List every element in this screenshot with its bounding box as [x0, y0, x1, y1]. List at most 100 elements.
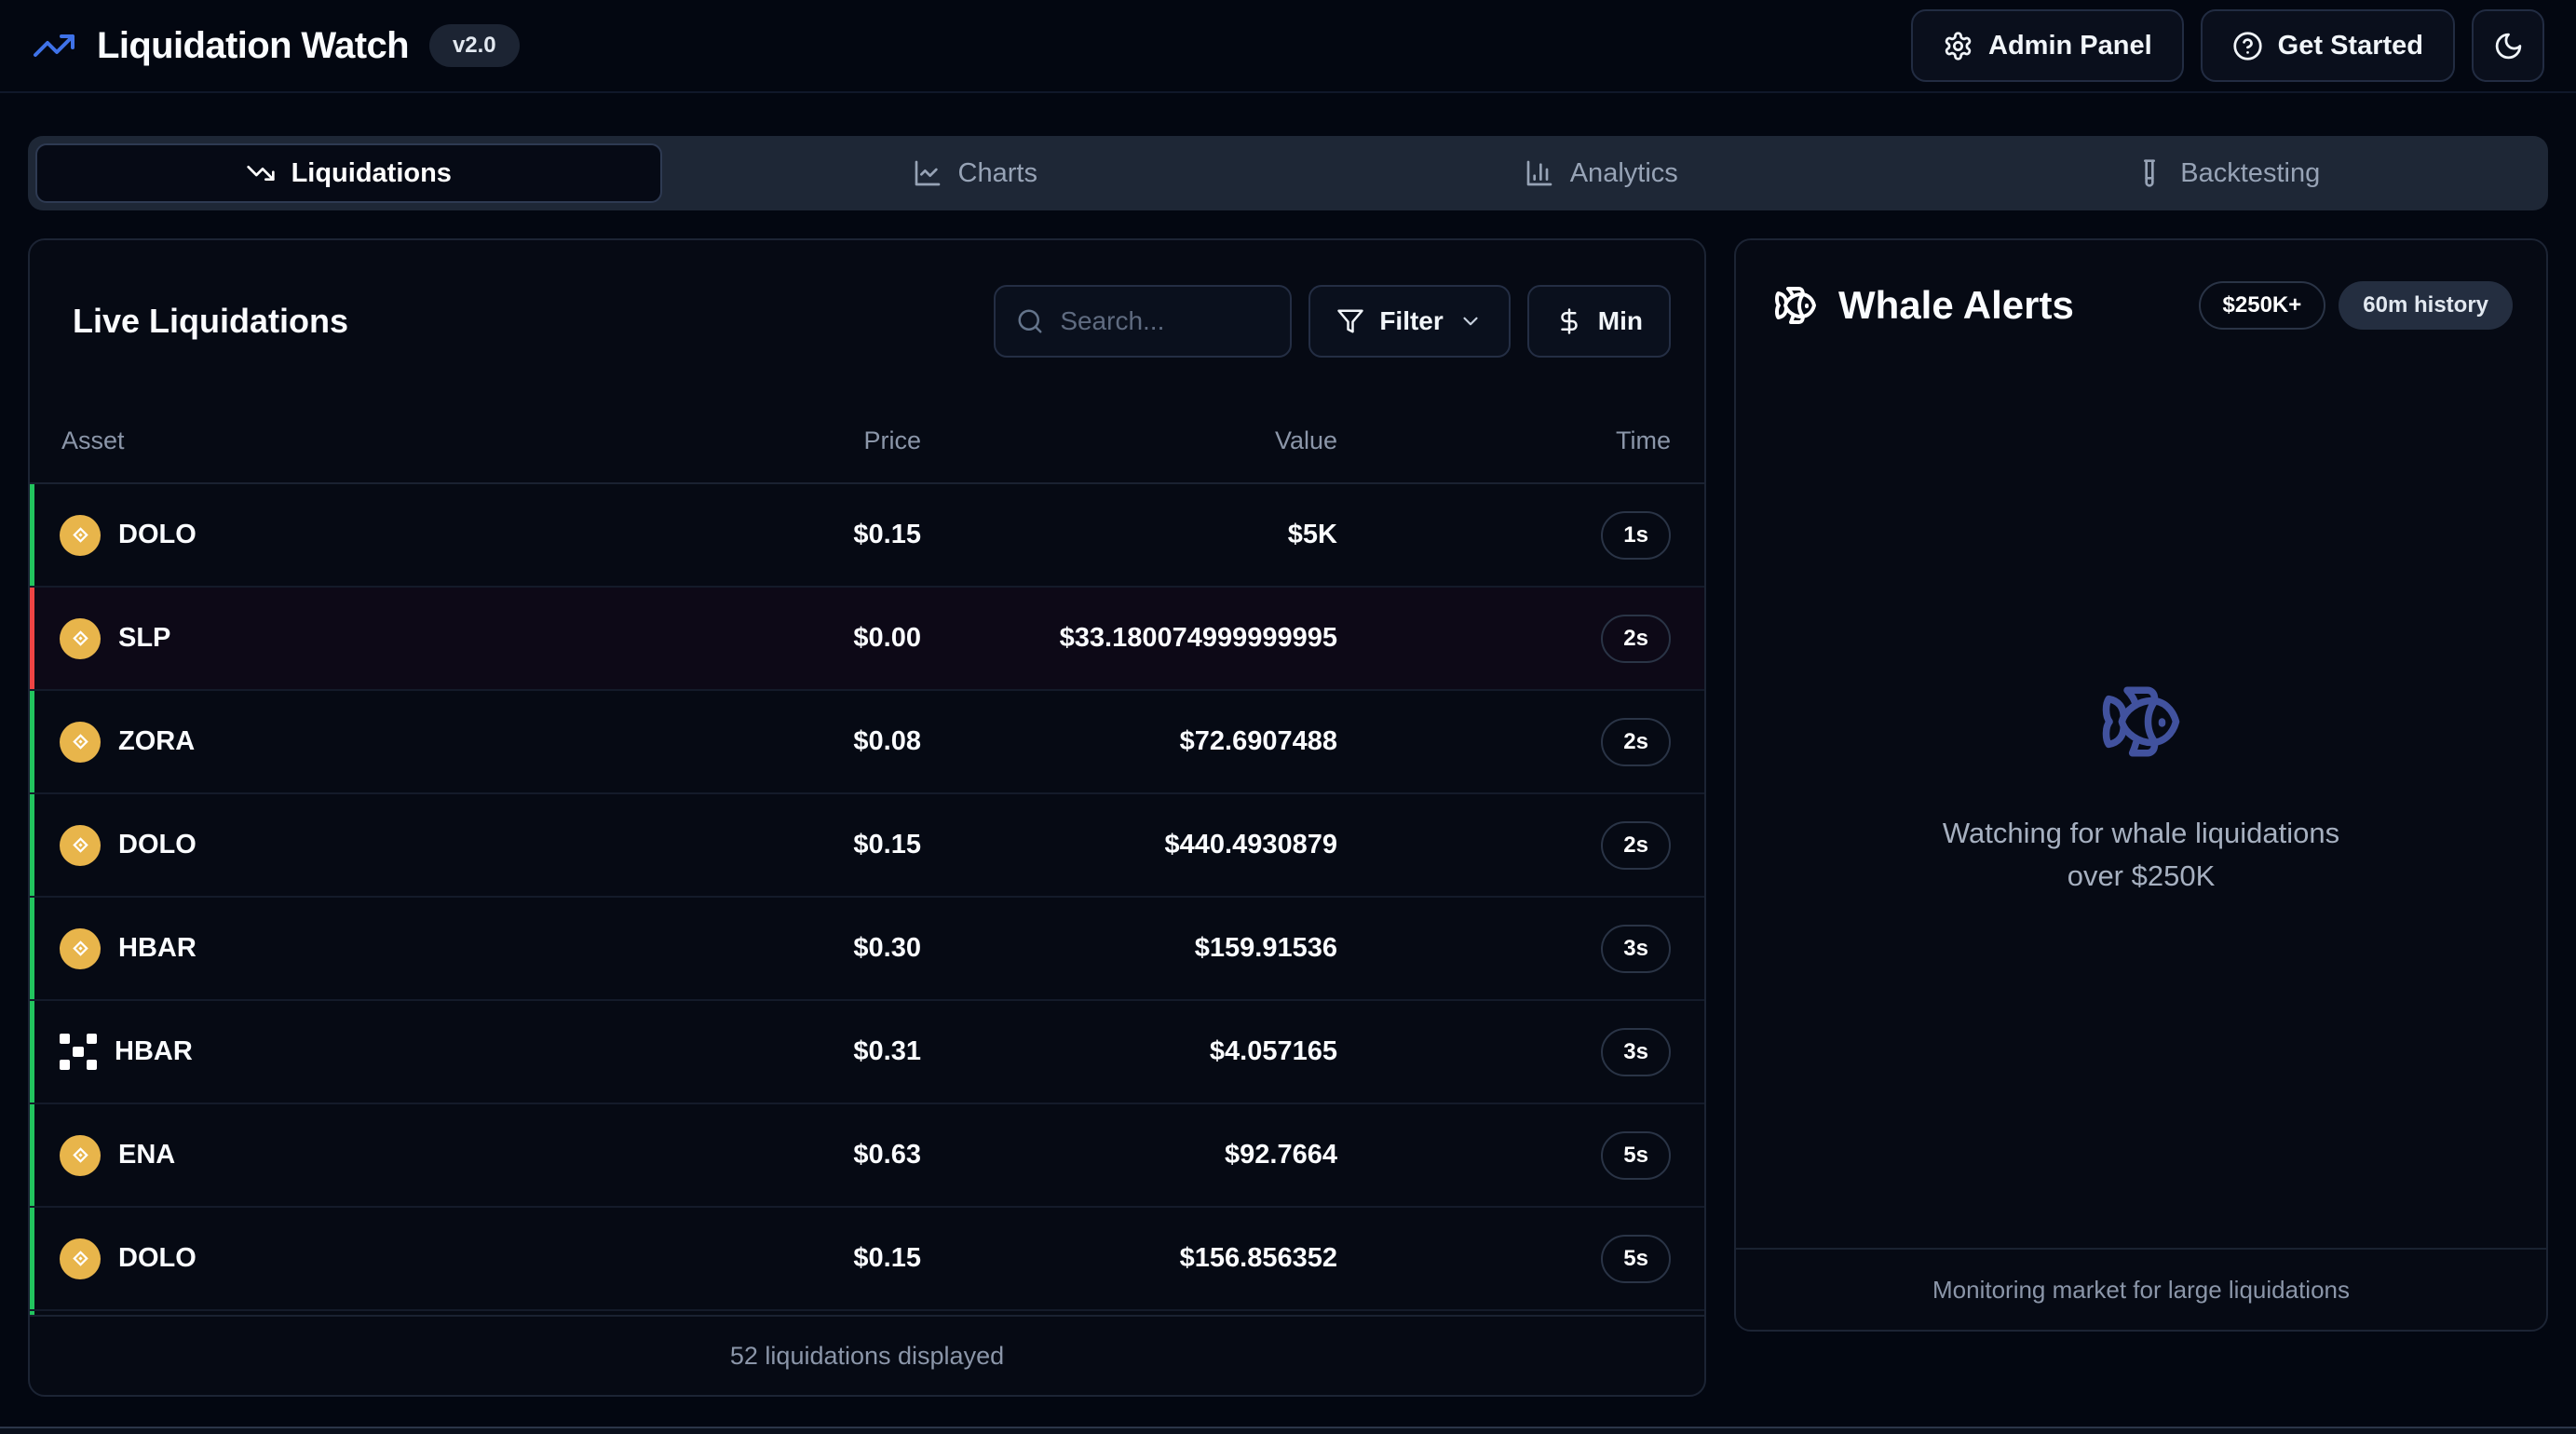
- bar-chart-icon: [1525, 158, 1554, 188]
- liquidations-table-body: DOLO $0.15 $5K 1s SLP $0.00 $33.18007499999999…: [30, 484, 1704, 1315]
- search-box[interactable]: [994, 285, 1293, 358]
- liquidation-row[interactable]: DOLO $0.15 $5K 1s: [30, 484, 1704, 588]
- whale-status-footer: Monitoring market for large liquidations: [1736, 1248, 2546, 1330]
- asset-cell: DOLO: [60, 824, 614, 866]
- liquidation-value: $92.7664: [1225, 1140, 1337, 1170]
- fish-icon: [1773, 283, 1818, 328]
- gear-icon: [1943, 31, 1973, 61]
- top-actions: Admin Panel Get Started: [1911, 9, 2544, 82]
- theme-toggle-button[interactable]: [2472, 9, 2544, 82]
- filter-label: Filter: [1379, 306, 1444, 335]
- price-value: $0.15: [853, 830, 921, 859]
- liquidations-count-footer: 52 liquidations displayed: [30, 1315, 1704, 1395]
- asset-name: HBAR: [115, 1036, 193, 1066]
- price-value: $0.31: [853, 1036, 921, 1066]
- liquidation-row[interactable]: ENA $0.63 $92.7664 5s: [30, 1104, 1704, 1208]
- dollar-icon: [1555, 307, 1583, 335]
- tab-liquidations[interactable]: Liquidations: [35, 143, 662, 203]
- version-badge: v2.0: [428, 24, 520, 67]
- tab-charts[interactable]: Charts: [662, 143, 1289, 203]
- liquidation-value: $5K: [1287, 520, 1337, 549]
- time-badge: 5s: [1601, 1130, 1671, 1180]
- moon-icon: [2493, 31, 2524, 61]
- asset-name: SLP: [118, 623, 171, 653]
- tab-analytics[interactable]: Analytics: [1288, 143, 1915, 203]
- asset-cell: DOLO: [60, 514, 614, 556]
- min-label: Min: [1597, 306, 1643, 335]
- time-badge: 2s: [1601, 717, 1671, 766]
- time-badge: 3s: [1601, 1027, 1671, 1076]
- liquidation-row[interactable]: DOLO $0.15 $156.856352 5s: [30, 1208, 1704, 1311]
- admin-panel-label: Admin Panel: [1988, 30, 2152, 61]
- panel-title: Live Liquidations: [73, 302, 349, 340]
- line-chart-icon: [913, 158, 942, 188]
- pixel-x-coin-icon: [60, 1033, 97, 1071]
- price-value: $0.08: [853, 726, 921, 756]
- tab-backtesting-label: Backtesting: [2180, 157, 2321, 188]
- asset-cell: HBAR: [60, 927, 614, 969]
- column-header-value: Value: [1274, 426, 1337, 454]
- threshold-badge: $250K+: [2198, 281, 2326, 330]
- table-header: Asset Price Value Time: [30, 399, 1704, 484]
- price-value: $0.15: [853, 1243, 921, 1273]
- tab-backtesting[interactable]: Backtesting: [1915, 143, 2542, 203]
- liquidation-value: $4.057165: [1209, 1036, 1337, 1066]
- main-tab-bar: Liquidations Charts Analytics Backtestin…: [28, 136, 2548, 210]
- trending-down-icon: [246, 158, 276, 188]
- column-header-asset: Asset: [61, 426, 125, 454]
- asset-cell: HBAR: [60, 1033, 614, 1071]
- asset-name: DOLO: [118, 830, 197, 859]
- liquidation-row[interactable]: SLP $0.00 $33.180074999999995 2s: [30, 588, 1704, 691]
- liquidation-value: $33.180074999999995: [1059, 623, 1337, 653]
- asset-name: DOLO: [118, 1243, 197, 1273]
- coin-icon: [60, 824, 101, 866]
- liquidations-panel-header: Live Liquidations Filter Min: [30, 240, 1704, 399]
- coin-icon: [60, 1134, 101, 1176]
- price-value: $0.15: [853, 520, 921, 549]
- get-started-button[interactable]: Get Started: [2200, 9, 2455, 82]
- live-liquidations-panel: Live Liquidations Filter Min Asset: [28, 238, 1706, 1397]
- get-started-label: Get Started: [2277, 30, 2423, 61]
- brand: Liquidation Watch v2.0: [32, 23, 520, 68]
- liquidation-row[interactable]: HBAR $0.31 $4.057165 3s: [30, 1001, 1704, 1104]
- filter-button[interactable]: Filter: [1308, 285, 1511, 358]
- liquidation-value: $72.6907488: [1179, 726, 1337, 756]
- coin-icon: [60, 514, 101, 556]
- asset-name: ENA: [118, 1140, 176, 1170]
- liquidation-row[interactable]: HBAR $0.30 $159.91536 3s: [30, 898, 1704, 1001]
- coin-icon: [60, 721, 101, 763]
- time-badge: 3s: [1601, 924, 1671, 973]
- app-title: Liquidation Watch: [97, 24, 410, 66]
- asset-cell: SLP: [60, 617, 614, 659]
- whale-panel-title: Whale Alerts: [1838, 283, 2074, 327]
- tab-charts-label: Charts: [957, 157, 1037, 188]
- time-badge: 2s: [1601, 614, 1671, 663]
- liquidation-value: $440.4930879: [1164, 830, 1337, 859]
- search-icon: [1016, 307, 1044, 335]
- whale-empty-text: Watching for whale liquidations over $25…: [1942, 816, 2340, 893]
- search-input[interactable]: [1058, 305, 1270, 337]
- funnel-icon: [1336, 307, 1364, 335]
- coin-icon: [60, 1238, 101, 1279]
- min-value-button[interactable]: Min: [1526, 285, 1671, 358]
- tab-liquidations-label: Liquidations: [291, 157, 452, 188]
- liquidation-row[interactable]: DOLO $0.15 $440.4930879 2s: [30, 794, 1704, 898]
- liquidation-value: $156.856352: [1179, 1243, 1337, 1273]
- asset-name: ZORA: [118, 726, 196, 756]
- liquidations-controls: Filter Min: [994, 285, 1671, 358]
- whale-badges: $250K+ 60m history: [2198, 281, 2513, 330]
- whale-panel-header: Whale Alerts $250K+ 60m history: [1736, 240, 2546, 330]
- fish-watermark-icon: [2099, 680, 2183, 764]
- chevron-down-icon: [1458, 309, 1483, 333]
- liquidation-row-partial: [30, 1311, 1704, 1315]
- admin-panel-button[interactable]: Admin Panel: [1911, 9, 2184, 82]
- liquidation-row[interactable]: ZORA $0.08 $72.6907488 2s: [30, 691, 1704, 794]
- main-content: Live Liquidations Filter Min Asset: [28, 238, 2548, 1397]
- trending-up-icon: [32, 23, 76, 68]
- price-value: $0.63: [853, 1140, 921, 1170]
- column-header-price: Price: [863, 426, 921, 454]
- time-badge: 5s: [1601, 1234, 1671, 1283]
- liquidation-value: $159.91536: [1194, 933, 1337, 963]
- asset-cell: ENA: [60, 1134, 614, 1176]
- asset-cell: DOLO: [60, 1238, 614, 1279]
